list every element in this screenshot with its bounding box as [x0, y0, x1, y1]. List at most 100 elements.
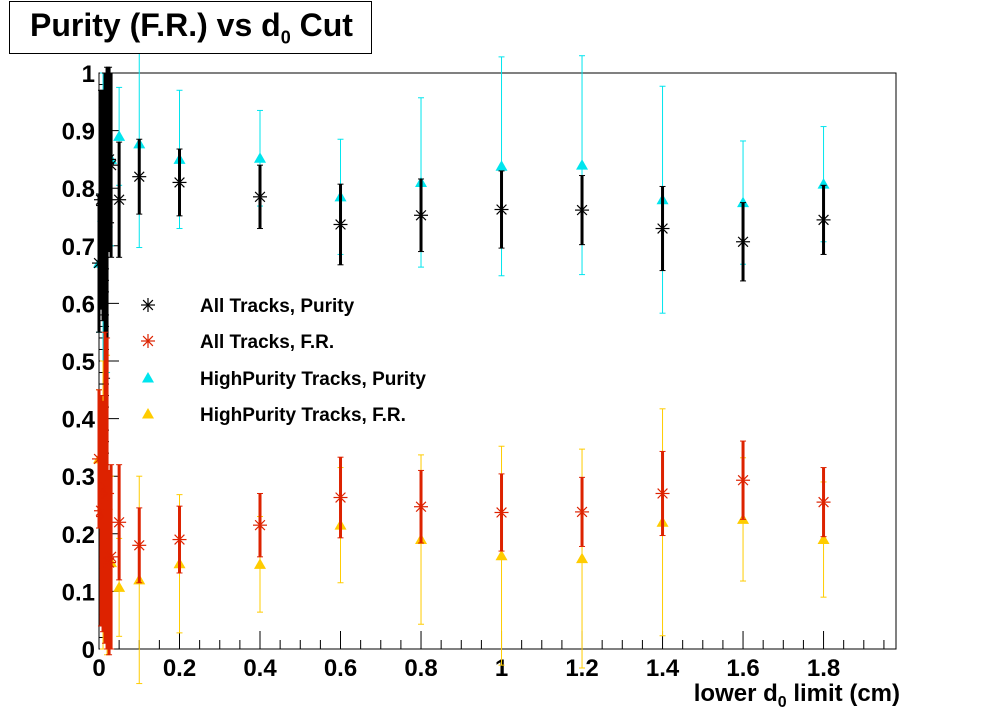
data-point — [104, 72, 119, 258]
y-tick-label: 0.8 — [62, 176, 95, 203]
x-tick-label: 1.4 — [646, 655, 680, 682]
data-point — [494, 473, 509, 552]
x-tick-label: 0.8 — [404, 655, 437, 682]
y-tick-label: 0 — [82, 637, 95, 664]
legend-entry: All Tracks, Purity — [141, 296, 355, 317]
marker-stroke — [142, 299, 154, 311]
data-point — [414, 178, 429, 253]
marker-shape — [737, 196, 750, 208]
data-point — [333, 456, 348, 539]
plot-frame — [98, 72, 897, 650]
x-tick-label: 0.4 — [243, 655, 277, 682]
legend-entry: All Tracks, F.R. — [141, 332, 334, 353]
marker-shape — [817, 533, 830, 545]
marker-shape — [817, 178, 830, 189]
marker-shape — [576, 159, 589, 170]
marker-shape — [142, 372, 154, 383]
legend-entry: HighPurity Tracks, F.R. — [142, 405, 406, 426]
series-1 — [92, 331, 831, 656]
marker-stroke — [254, 519, 266, 531]
x-axis-label-text-end: limit (cm) — [786, 680, 900, 707]
marker-stroke — [105, 551, 117, 563]
marker-stroke — [415, 209, 427, 221]
data-point — [816, 184, 831, 255]
x-axis-label-text: lower d — [693, 680, 778, 707]
marker-stroke — [737, 236, 749, 248]
marker-stroke — [496, 204, 507, 215]
marker-stroke — [113, 516, 125, 528]
marker-shape — [495, 549, 508, 561]
marker-stroke — [657, 488, 668, 499]
x-tick-label: 1.8 — [807, 655, 840, 682]
x-tick-label: 0 — [92, 655, 105, 682]
marker-stroke — [174, 177, 185, 188]
data-point — [494, 170, 509, 249]
data-point — [112, 464, 127, 581]
marker-stroke — [576, 506, 588, 518]
x-tick-label: 0.6 — [324, 655, 357, 682]
data-point — [98, 331, 113, 644]
y-tick-label: 0.5 — [62, 349, 95, 376]
marker-stroke — [142, 335, 154, 347]
data-point — [736, 202, 751, 282]
legend-label: All Tracks, Purity — [200, 296, 355, 317]
marker-shape — [576, 552, 589, 564]
series-2 — [93, 39, 830, 374]
marker-stroke — [113, 194, 125, 206]
marker-stroke — [737, 474, 749, 486]
data-point — [102, 469, 117, 656]
x-axis-label: lower d0 limit (cm) — [694, 680, 900, 712]
y-tick-label: 0.9 — [62, 119, 95, 146]
x-tick-label: 1.6 — [726, 655, 759, 682]
data-point — [655, 185, 670, 272]
y-tick-label: 0.7 — [62, 234, 95, 261]
marker-shape — [113, 130, 126, 141]
data-point — [816, 467, 831, 538]
marker-stroke — [496, 507, 507, 518]
data-point — [172, 505, 187, 574]
data-point — [132, 138, 147, 215]
marker-stroke — [174, 534, 185, 545]
chart-title: Purity (F.R.) vs d0 Cut — [30, 7, 353, 48]
marker-stroke — [818, 214, 829, 226]
marker-shape — [142, 408, 154, 419]
marker-shape — [113, 581, 126, 592]
y-tick-label: 0.6 — [62, 291, 95, 318]
marker-stroke — [254, 191, 266, 203]
y-tick-label: 0.3 — [62, 464, 95, 491]
y-tick-label: 0.4 — [62, 407, 96, 434]
data-point — [112, 141, 127, 258]
x-axis-label-subscript: 0 — [777, 693, 787, 711]
x-tick-label: 1 — [495, 655, 508, 682]
title-text-end: Cut — [290, 7, 353, 43]
y-tick-label: 1 — [82, 61, 95, 88]
marker-shape — [495, 160, 508, 171]
legend-label: HighPurity Tracks, Purity — [200, 369, 426, 390]
title-text: Purity (F.R.) vs d — [30, 7, 281, 43]
marker-stroke — [818, 496, 829, 508]
marker-stroke — [133, 171, 145, 183]
marker-stroke — [657, 223, 668, 234]
legend-label: HighPurity Tracks, F.R. — [200, 405, 406, 426]
data-point — [102, 66, 117, 253]
legend-entry: HighPurity Tracks, Purity — [142, 369, 426, 390]
marker-stroke — [335, 492, 346, 503]
marker-stroke — [133, 539, 145, 551]
chart-title-box: Purity (F.R.) vs d0 Cut — [9, 1, 372, 54]
data-point — [575, 476, 590, 547]
series-0 — [92, 66, 831, 385]
data-point — [333, 183, 348, 266]
marker-shape — [254, 152, 267, 163]
y-tick-label: 0.1 — [62, 579, 95, 606]
data-point — [172, 148, 187, 217]
data-point — [253, 492, 268, 558]
legend-label: All Tracks, F.R. — [200, 332, 334, 353]
marker-stroke — [576, 204, 588, 216]
data-point — [414, 469, 429, 544]
marker-shape — [254, 558, 267, 569]
marker-stroke — [415, 501, 427, 513]
data-point — [253, 164, 268, 230]
data-point — [655, 450, 670, 537]
marker-stroke — [335, 219, 346, 230]
